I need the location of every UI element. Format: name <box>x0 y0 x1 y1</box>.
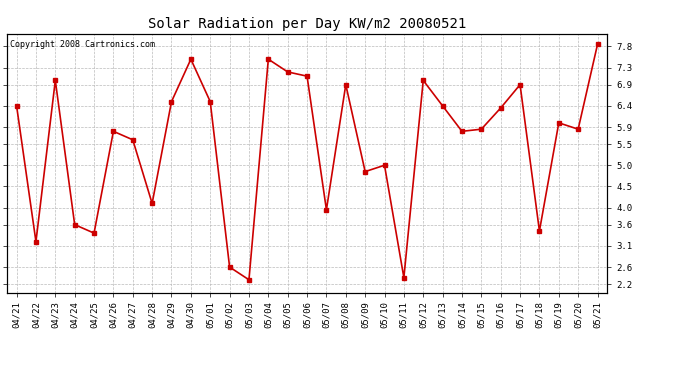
Text: Copyright 2008 Cartronics.com: Copyright 2008 Cartronics.com <box>10 40 155 49</box>
Title: Solar Radiation per Day KW/m2 20080521: Solar Radiation per Day KW/m2 20080521 <box>148 17 466 31</box>
